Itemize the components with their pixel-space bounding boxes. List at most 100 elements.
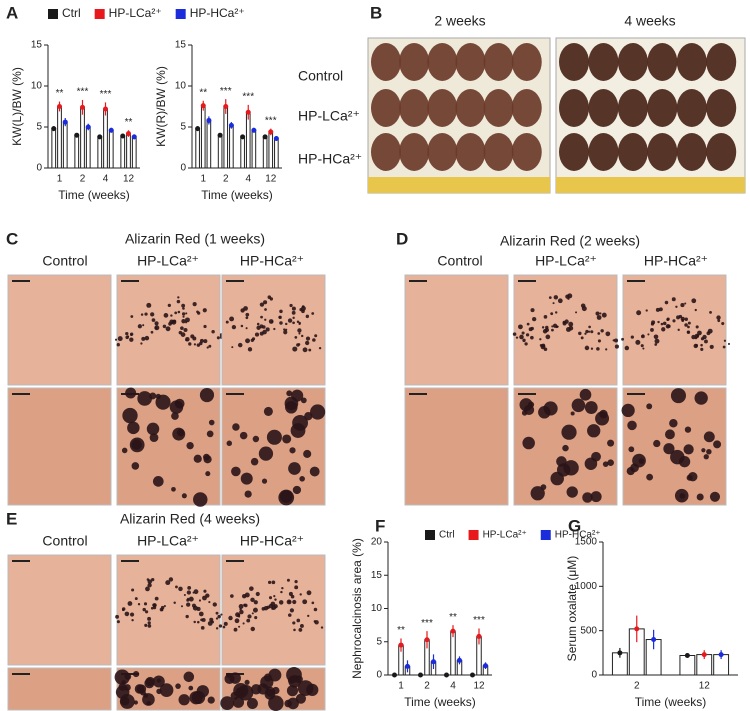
kidney bbox=[483, 89, 514, 127]
calcium-deposit bbox=[582, 492, 593, 503]
calcium-deposit bbox=[196, 606, 201, 612]
calcium-deposit bbox=[684, 323, 688, 327]
calcium-deposit bbox=[247, 347, 253, 352]
calcium-deposit bbox=[301, 309, 305, 314]
bar bbox=[206, 119, 212, 169]
calcium-deposit bbox=[231, 325, 237, 330]
calcium-deposit bbox=[307, 614, 310, 618]
calcium-deposit bbox=[587, 424, 601, 438]
calcium-deposit bbox=[597, 339, 601, 343]
column-label: HP-HCa²⁺ bbox=[644, 253, 708, 269]
panel-label: D bbox=[396, 229, 408, 248]
calcium-deposit bbox=[121, 447, 128, 454]
calcium-deposit bbox=[727, 342, 731, 346]
calcium-deposit bbox=[605, 348, 608, 351]
calcium-deposit bbox=[614, 338, 619, 343]
calcium-deposit bbox=[208, 601, 211, 604]
calcium-deposit bbox=[313, 607, 318, 612]
panel-label: E bbox=[6, 509, 17, 528]
calcium-deposit bbox=[305, 314, 310, 319]
calcium-deposit bbox=[203, 589, 207, 593]
y-tick-label: 0 bbox=[376, 670, 382, 681]
calcium-deposit bbox=[289, 303, 293, 308]
calcium-deposit bbox=[527, 401, 535, 408]
calcium-deposit bbox=[145, 610, 149, 614]
calcium-deposit bbox=[294, 585, 299, 590]
calcium-deposit bbox=[261, 478, 268, 484]
calcium-deposit bbox=[286, 578, 290, 582]
significance: *** bbox=[473, 615, 485, 626]
calcium-deposit bbox=[229, 316, 235, 322]
mean-dot bbox=[684, 652, 690, 658]
x-tick-label: 12 bbox=[265, 174, 277, 185]
calcium-deposit bbox=[551, 328, 554, 332]
kidney bbox=[617, 43, 648, 81]
calcium-deposit bbox=[665, 429, 675, 440]
bar bbox=[229, 124, 234, 169]
mean-dot bbox=[85, 124, 91, 130]
mean-dot bbox=[74, 132, 80, 138]
calcium-deposit bbox=[273, 604, 278, 609]
calcium-deposit bbox=[279, 309, 283, 314]
calcium-deposit bbox=[292, 599, 297, 605]
calcium-deposit bbox=[174, 398, 185, 409]
calcium-deposit bbox=[150, 330, 154, 334]
calcium-deposit bbox=[143, 602, 148, 606]
calcium-deposit bbox=[716, 315, 721, 320]
legend-swatch bbox=[48, 9, 58, 19]
calcium-deposit bbox=[678, 456, 691, 468]
y-tick-label: 15 bbox=[175, 40, 187, 51]
calcium-deposit bbox=[144, 312, 148, 316]
calcium-deposit bbox=[215, 627, 219, 630]
calcium-deposit bbox=[140, 313, 144, 316]
calcium-deposit bbox=[211, 330, 215, 334]
panel-title: Alizarin Red (1 weeks) bbox=[125, 231, 265, 247]
calcium-deposit bbox=[193, 343, 197, 346]
panel-title: Alizarin Red (4 weeks) bbox=[120, 511, 260, 527]
calcium-deposit bbox=[199, 387, 215, 403]
x-tick-label: 2 bbox=[424, 681, 430, 692]
calcium-deposit bbox=[607, 459, 614, 467]
calcium-deposit bbox=[526, 322, 530, 326]
legend-label: HP-HCa²⁺ bbox=[190, 6, 245, 20]
kidney bbox=[617, 89, 648, 127]
y-tick-label: 0 bbox=[36, 163, 42, 174]
calcium-deposit bbox=[230, 594, 234, 598]
calcium-deposit bbox=[694, 336, 698, 340]
calcium-deposit bbox=[115, 685, 130, 699]
calcium-deposit bbox=[530, 326, 534, 331]
calcium-deposit bbox=[263, 300, 268, 305]
calcium-deposit bbox=[122, 407, 138, 424]
calcium-deposit bbox=[519, 334, 524, 340]
calcium-deposit bbox=[181, 319, 186, 324]
y-tick-label: 20 bbox=[371, 537, 383, 548]
calcium-deposit bbox=[286, 685, 299, 697]
calcium-deposit bbox=[175, 683, 181, 689]
calcium-deposit bbox=[238, 604, 244, 609]
significance: ** bbox=[397, 625, 405, 636]
kidney bbox=[511, 43, 542, 81]
kidney bbox=[483, 133, 514, 171]
calcium-deposit bbox=[687, 325, 690, 329]
bar bbox=[217, 134, 223, 169]
histology-image bbox=[221, 387, 326, 506]
calcium-deposit bbox=[185, 614, 189, 619]
significance: ** bbox=[125, 117, 133, 128]
calcium-deposit bbox=[552, 302, 555, 305]
calcium-deposit bbox=[280, 590, 283, 594]
calcium-deposit bbox=[245, 316, 249, 320]
kidney bbox=[588, 89, 619, 127]
calcium-deposit bbox=[581, 306, 587, 312]
bar bbox=[679, 654, 696, 676]
calcium-deposit bbox=[614, 344, 619, 349]
calcium-deposit bbox=[543, 315, 548, 319]
significance: *** bbox=[242, 92, 254, 103]
calcium-deposit bbox=[657, 320, 660, 324]
significance: *** bbox=[421, 618, 433, 629]
calcium-deposit bbox=[235, 687, 245, 696]
histology-image bbox=[404, 274, 509, 386]
calcium-deposit bbox=[298, 332, 301, 335]
calcium-deposit bbox=[203, 455, 212, 464]
y-tick-label: 0 bbox=[180, 163, 186, 174]
calcium-deposit bbox=[283, 330, 288, 335]
